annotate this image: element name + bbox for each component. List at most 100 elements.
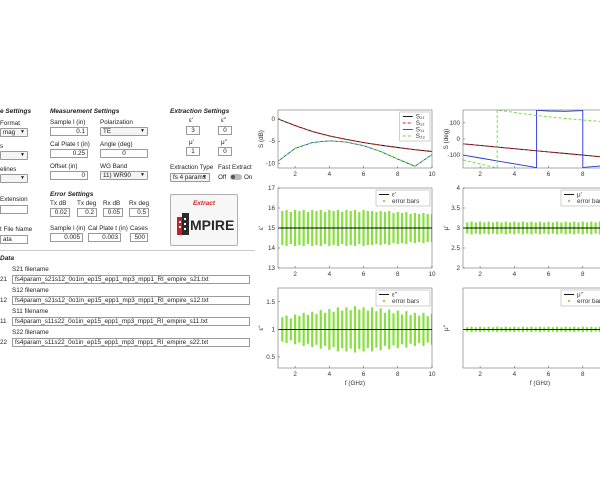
text-field[interactable]: 0.05: [103, 208, 123, 217]
text-field[interactable]: ata: [0, 235, 28, 244]
label: Format: [0, 120, 20, 127]
legend-label: error bars: [392, 298, 419, 305]
y-tick-label: 15: [268, 225, 276, 232]
y-axis-label: S (dB): [258, 130, 265, 148]
legend-label: ε': [392, 192, 396, 199]
y-tick-label: 1: [271, 326, 275, 333]
label: s: [0, 143, 4, 150]
y-tick-label: -5: [269, 138, 275, 145]
label: Sample l (in): [50, 119, 86, 126]
section-title: Error Settings: [50, 191, 94, 198]
text-field[interactable]: 1: [186, 147, 200, 156]
legend-swatch: [567, 199, 571, 203]
file-tag: 21: [0, 276, 8, 283]
label: Polarization: [100, 119, 133, 126]
text-field[interactable]: 0.25: [50, 149, 88, 158]
plot: 2 4 6 8 10 0.5 1 1.5 ε'' f (GHz): [258, 287, 436, 387]
toggle-switch[interactable]: [230, 174, 242, 180]
text-field[interactable]: 0.5: [129, 208, 149, 217]
plot-area: [463, 110, 600, 168]
x-tick-label: 8: [581, 371, 585, 378]
x-tick-label: 2: [478, 171, 482, 178]
toggle-knob: [231, 175, 235, 179]
toggle-off-label: Off: [218, 174, 227, 181]
legend-label: S₂₁: [416, 114, 425, 121]
section-title: e Settings: [0, 108, 32, 115]
label: Extension: [0, 196, 28, 203]
text-field[interactable]: [0, 205, 28, 214]
y-axis-label: ε': [258, 226, 265, 230]
dropdown[interactable]: TE: [100, 127, 148, 136]
label: Cal Plate t (in): [88, 225, 128, 232]
text-field[interactable]: fs4param_s11s22_0o1in_ep15_epp1_mp3_mpp1…: [12, 317, 250, 326]
y-tick-label: 0.5: [266, 354, 275, 361]
label: Angle (deg): [100, 141, 133, 148]
y-tick-label: 0: [271, 116, 275, 123]
legend-label: μ'': [577, 292, 583, 299]
x-tick-label: 2: [478, 371, 482, 378]
legend: μ''error bars: [560, 289, 600, 307]
x-tick-label: 6: [362, 371, 366, 378]
series-line: [278, 118, 432, 152]
y-axis-label: μ': [443, 226, 450, 231]
dropdown[interactable]: 11) WR90: [100, 171, 148, 180]
text-field[interactable]: fs4param_s21s12_0o1in_ep15_epp1_mp3_mpp1…: [12, 275, 250, 284]
label: Sample l (in): [50, 225, 86, 232]
y-tick-label: 100: [449, 120, 460, 127]
legend-label: S₂₂: [416, 133, 426, 140]
series-line: [463, 110, 600, 168]
label: WG Band: [100, 163, 128, 170]
text-field[interactable]: 0: [218, 126, 232, 135]
x-tick-label: 2: [293, 171, 297, 178]
text-field[interactable]: 0: [50, 171, 88, 180]
text-field[interactable]: 0.005: [50, 233, 83, 242]
file-tag: 12: [0, 297, 8, 304]
y-tick-label: 1.5: [266, 299, 275, 306]
x-axis-label: f (GHz): [345, 380, 365, 387]
label: Extraction Type: [170, 164, 214, 171]
x-tick-label: 4: [328, 371, 332, 378]
text-field[interactable]: 0.1: [50, 127, 88, 136]
label: S21 filename: [12, 266, 49, 273]
x-tick-label: 6: [362, 271, 366, 278]
text-field[interactable]: 0.003: [88, 233, 121, 242]
legend-box: [375, 189, 431, 207]
logo-icon: [177, 213, 189, 235]
label: Tx deg: [77, 200, 97, 207]
text-field[interactable]: 500: [130, 233, 148, 242]
dropdown[interactable]: [0, 174, 28, 183]
x-tick-label: 4: [328, 271, 332, 278]
label: Rx deg: [129, 200, 149, 207]
dropdown[interactable]: mag: [0, 128, 28, 137]
y-tick-label: 4: [456, 185, 460, 192]
y-tick-label: 3.5: [451, 205, 460, 212]
dropdown[interactable]: [0, 151, 28, 160]
file-tag: 22: [0, 339, 8, 346]
text-field[interactable]: fs4param_s21s12_0o1in_ep15_epp1_mp3_mpp1…: [12, 296, 250, 305]
legend-box: [375, 289, 431, 307]
text-field[interactable]: 0: [218, 147, 232, 156]
plot-content: [463, 221, 600, 235]
x-tick-label: 10: [428, 271, 436, 278]
label: μ'': [221, 139, 228, 146]
x-tick-label: 2: [478, 271, 482, 278]
legend-label: error bars: [577, 298, 600, 305]
label: ε': [189, 117, 194, 124]
y-tick-label: 16: [268, 205, 276, 212]
y-tick-label: 3: [456, 225, 460, 232]
plot-content: [278, 306, 432, 353]
x-tick-label: 8: [396, 271, 400, 278]
legend-label: S₁₂: [416, 120, 425, 127]
text-field[interactable]: 0.02: [50, 208, 70, 217]
extract-button[interactable]: Extract MPIRE: [170, 194, 238, 246]
text-field[interactable]: 0: [100, 149, 148, 158]
x-tick-label: 4: [513, 171, 517, 178]
label: S22 filename: [12, 329, 49, 336]
text-field[interactable]: fs4param_s11s22_0o1in_ep15_epp1_mp3_mpp1…: [12, 338, 250, 347]
x-tick-label: 4: [513, 371, 517, 378]
text-field[interactable]: 3: [186, 126, 200, 135]
dropdown[interactable]: fs 4 params: [170, 173, 210, 182]
legend-swatch: [567, 299, 571, 303]
text-field[interactable]: 0.2: [77, 208, 97, 217]
